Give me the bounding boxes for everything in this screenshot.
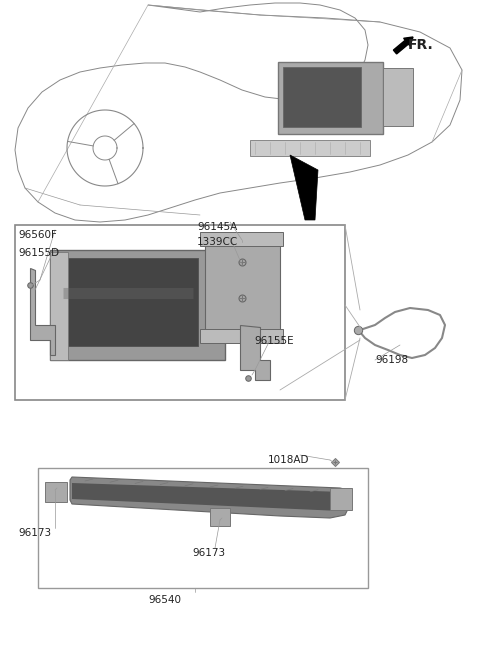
Bar [330, 488, 352, 510]
Text: 96155E: 96155E [254, 336, 294, 346]
Text: 96540: 96540 [148, 595, 181, 605]
Text: 96560F: 96560F [18, 230, 57, 240]
Bar [50, 250, 225, 360]
Polygon shape [240, 325, 270, 380]
Bar [210, 508, 230, 526]
Bar [38, 468, 368, 588]
Polygon shape [290, 155, 318, 220]
Bar [200, 232, 283, 246]
Text: 96173: 96173 [192, 548, 225, 558]
Bar [383, 68, 413, 126]
FancyArrow shape [394, 37, 413, 54]
Bar [45, 482, 67, 502]
Bar [200, 329, 283, 343]
Text: 96145A: 96145A [197, 222, 237, 232]
Bar [15, 225, 345, 400]
Polygon shape [70, 477, 350, 518]
Bar [205, 240, 280, 335]
Bar [250, 140, 370, 156]
Bar [58, 258, 198, 346]
Text: 96173: 96173 [18, 528, 51, 538]
Polygon shape [72, 481, 345, 511]
Polygon shape [30, 268, 55, 355]
Bar [283, 67, 361, 127]
Text: 96198: 96198 [375, 355, 408, 365]
Text: FR.: FR. [408, 38, 434, 52]
Text: 96155D: 96155D [18, 248, 59, 258]
Text: 1018AD: 1018AD [268, 455, 310, 465]
Bar [278, 62, 383, 134]
Bar [50, 252, 68, 360]
Text: 1339CC: 1339CC [197, 237, 238, 247]
